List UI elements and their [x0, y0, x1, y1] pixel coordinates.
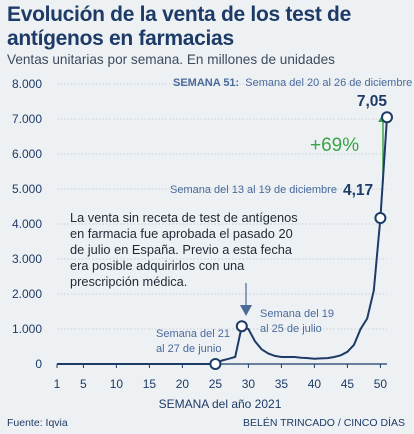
x-axis-label: SEMANA del año 2021 [159, 397, 282, 411]
source-note: Fuente: Iqvia [7, 417, 68, 429]
pointer-arrow-head [240, 305, 252, 316]
x-tick-label: 10 [110, 377, 124, 391]
note-line-5: prescripción médica. [70, 274, 187, 289]
y-tick-label: 8.000 [12, 77, 42, 91]
x-tick-label: 50 [374, 377, 388, 391]
chart-subtitle: Ventas unitarias por semana. En millones… [7, 52, 335, 67]
y-tick-label: 5.000 [12, 182, 42, 196]
week51-value: 7,05 [357, 93, 388, 110]
data-point-marker [374, 212, 387, 225]
x-axis-tick-labels: 1 5 10 15 20 25 30 35 40 45 50 [54, 364, 388, 391]
x-tick-label: 40 [308, 377, 322, 391]
week25-line2: al 27 de junio [156, 343, 221, 355]
week51-text: Semana del 20 al 26 de diciembre [245, 77, 412, 89]
credit-note: BELÉN TRINCADO / CINCO DÍAS [242, 417, 405, 429]
y-tick-label: 2.000 [12, 287, 42, 301]
data-point-marker [381, 111, 393, 124]
note-line-2: en farmacia fue aprobada el pasado 20 [70, 226, 293, 241]
x-tick-label: 45 [341, 377, 355, 391]
growth-label: +69% [310, 135, 359, 156]
series-line [57, 117, 388, 365]
y-tick-label: 0 [35, 357, 42, 371]
note-line-3: de julio en España. Previo a esta fecha [70, 242, 293, 257]
highlighted-markers [209, 111, 393, 370]
week50-value: 4,17 [343, 182, 373, 199]
week51-label: SEMANA 51: [173, 77, 239, 89]
note-line-1: La venta sin receta de test de antígenos [70, 210, 298, 225]
week50-text: Semana del 13 al 19 de diciembre [170, 184, 337, 196]
week25-line1: Semana del 21 [156, 328, 230, 340]
y-axis-tick-labels: 0 1.000 2.000 3.000 4.000 5.000 6.000 7.000 8.00… [12, 77, 42, 371]
y-tick-label: 4.000 [12, 217, 42, 231]
data-point-marker [209, 358, 222, 370]
y-tick-label: 3.000 [12, 252, 42, 266]
y-tick-label: 7.000 [12, 112, 42, 126]
x-tick-label: 5 [80, 377, 87, 391]
y-tick-label: 1.000 [12, 322, 42, 336]
x-tick-label: 25 [209, 377, 223, 391]
x-tick-label: 30 [242, 377, 256, 391]
x-tick-label: 1 [54, 377, 61, 391]
page-title: Evolución de la venta de los test de ant… [7, 3, 351, 50]
week29-line2: al 25 de julio [260, 323, 322, 335]
week29-line1: Semana del 19 [260, 308, 334, 320]
x-tick-label: 20 [176, 377, 190, 391]
note-line-4: era posible adquirirlos con una [70, 258, 245, 273]
x-tick-label: 15 [143, 377, 157, 391]
y-tick-label: 6.000 [12, 147, 42, 161]
x-tick-label: 35 [275, 377, 289, 391]
data-point-marker [235, 320, 248, 333]
week51-annotation: SEMANA 51: Semana del 20 al 26 de diciem… [173, 77, 412, 89]
